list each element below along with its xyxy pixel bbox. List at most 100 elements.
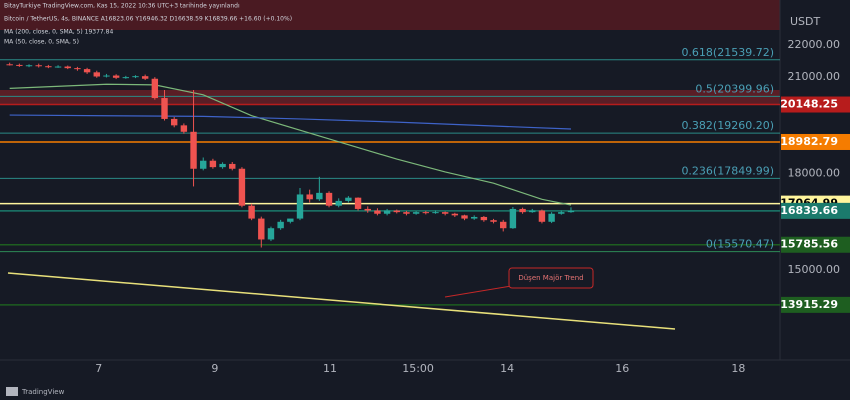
candle-body xyxy=(345,197,352,201)
candle-body xyxy=(509,208,517,229)
candle-body xyxy=(354,197,362,209)
price-tag xyxy=(781,202,850,219)
x-tick-label: 14 xyxy=(500,362,514,375)
candle-body xyxy=(441,212,449,214)
candle-body xyxy=(374,210,381,214)
candle-body xyxy=(306,194,313,200)
candle-body xyxy=(490,220,497,222)
annotation-box xyxy=(508,267,594,289)
candle-body xyxy=(422,212,430,214)
candle-body xyxy=(461,215,468,219)
candle-body xyxy=(6,64,13,66)
y-tick-label: 21000.00 xyxy=(788,70,841,83)
candle-body xyxy=(141,76,149,79)
candle-body xyxy=(93,72,100,77)
candle-body xyxy=(470,216,478,219)
candle-body xyxy=(480,216,488,221)
moving-average xyxy=(9,114,571,130)
top-zone xyxy=(0,0,780,30)
symbol: Bitcoin / TetherUS, 4s, BINANCE A16823.0… xyxy=(4,16,292,23)
y-tick-label: 18000.00 xyxy=(788,167,841,180)
candle-body xyxy=(432,212,439,214)
candle-body xyxy=(267,228,275,240)
candle-body xyxy=(316,192,323,200)
ma200-legend: MA (200, close, 0, SMA, 5) 19377.84 xyxy=(4,29,113,36)
candle-body xyxy=(393,210,400,213)
candle-body xyxy=(403,212,410,214)
fib-label: 0(15570.47) xyxy=(706,238,774,251)
candle-body xyxy=(83,69,91,73)
candle-body xyxy=(219,163,226,168)
x-tick-label: 11 xyxy=(323,362,337,375)
candle-body xyxy=(412,212,420,214)
x-tick-label: 16 xyxy=(615,362,629,375)
candle-body xyxy=(16,64,23,66)
ma50-legend: MA (50, close, 0, SMA, 5) xyxy=(4,39,79,46)
candle-body xyxy=(519,208,526,213)
candle-body xyxy=(567,210,575,213)
annotation: Düşen Majör Trend xyxy=(518,274,583,282)
x-tick-label: 9 xyxy=(211,362,218,375)
y-tick-label: 15000.00 xyxy=(788,263,841,276)
annotation-pointer xyxy=(444,285,512,298)
logo: TradingView xyxy=(21,388,65,396)
logo-icon xyxy=(6,387,18,396)
candle-body xyxy=(54,66,62,68)
candle-body xyxy=(122,77,130,79)
candle-body xyxy=(364,208,371,211)
candle-body xyxy=(180,125,188,132)
candle-body xyxy=(296,194,304,219)
price-tag-label: 13915.29 xyxy=(780,298,838,311)
published: BitayTurkiye TradingView.com, Kas 15, 20… xyxy=(4,3,240,10)
candle-body xyxy=(35,65,42,67)
candle-body xyxy=(548,213,555,222)
price-tag xyxy=(781,96,850,113)
price-tag xyxy=(781,236,850,253)
candle-body xyxy=(383,210,391,214)
candle-body xyxy=(238,168,246,206)
candle-body xyxy=(558,212,565,214)
trend-line xyxy=(7,272,676,330)
candle-body xyxy=(335,200,342,206)
candle-body xyxy=(529,210,536,213)
price-tag-label: 18982.79 xyxy=(780,135,838,148)
x-tick-label: 18 xyxy=(731,362,745,375)
candle-body xyxy=(287,218,294,222)
price-tag-label: 15785.56 xyxy=(780,238,838,251)
price-tag-label: 20148.25 xyxy=(780,98,838,111)
moving-average xyxy=(9,83,572,206)
candle-body xyxy=(190,131,197,169)
price-tag-label: 16839.66 xyxy=(780,204,838,217)
candle-body xyxy=(500,221,507,229)
price-tag xyxy=(781,296,850,313)
candle-body xyxy=(151,78,159,99)
y-tick-label: 22000.00 xyxy=(788,38,841,51)
candle-body xyxy=(209,160,217,168)
candle-body xyxy=(248,205,255,219)
candle-body xyxy=(229,163,236,169)
candle-body xyxy=(45,66,52,68)
candle-body xyxy=(132,76,139,78)
candle-body xyxy=(538,210,546,222)
candle-body xyxy=(103,75,110,77)
candle-body xyxy=(325,192,333,206)
fib-label: 0.236(17849.99) xyxy=(681,164,774,177)
candle-body xyxy=(74,68,81,70)
candle-body xyxy=(64,66,71,69)
x-tick-label: 7 xyxy=(95,362,102,375)
fib-label: 0.5(20399.96) xyxy=(695,82,774,95)
candle-body xyxy=(112,75,120,78)
candle-body xyxy=(277,221,284,229)
currency: USDT xyxy=(790,15,821,28)
candle-body xyxy=(25,65,33,67)
candle-body xyxy=(161,98,168,119)
candle-body xyxy=(170,118,178,126)
resistance-zone xyxy=(0,90,780,105)
x-tick-label: 15:00 xyxy=(402,362,434,375)
candle-body xyxy=(258,218,265,240)
price-tag xyxy=(781,133,850,150)
fib-label: 0.618(21539.72) xyxy=(681,46,774,59)
candle-body xyxy=(200,160,207,169)
fib-label: 0.382(19260.20) xyxy=(681,119,774,132)
